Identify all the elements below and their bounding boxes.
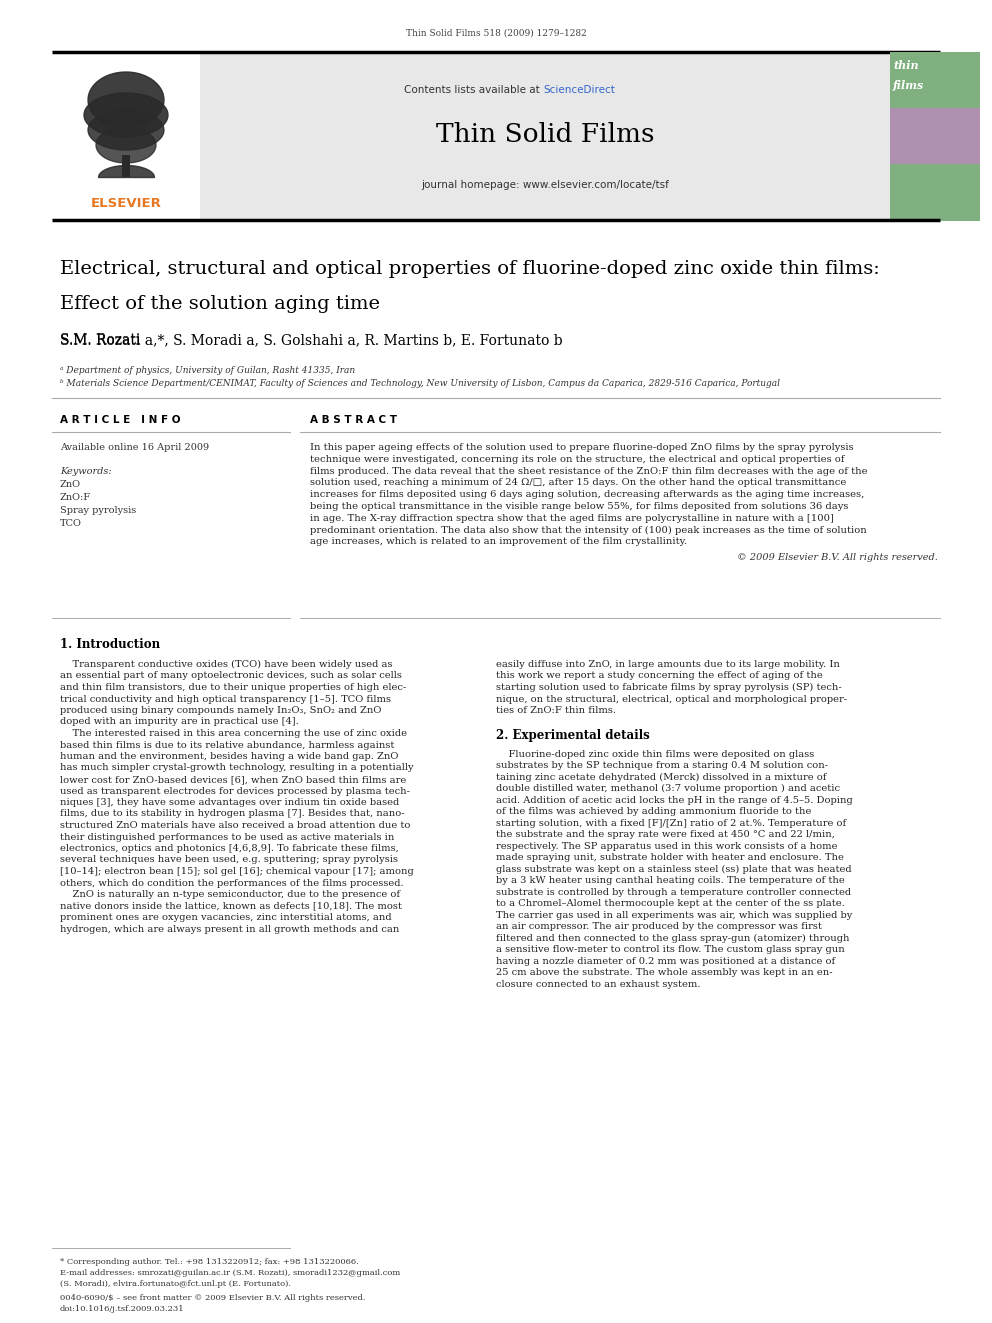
Text: Electrical, structural and optical properties of fluorine-doped zinc oxide thin : Electrical, structural and optical prope… — [60, 261, 880, 278]
Text: and thin film transistors, due to their unique properties of high elec-: and thin film transistors, due to their … — [60, 683, 407, 692]
Text: by a 3 kW heater using canthal heating coils. The temperature of the: by a 3 kW heater using canthal heating c… — [496, 876, 845, 885]
Text: ZnO: ZnO — [60, 480, 81, 490]
Text: niques [3], they have some advantages over indium tin oxide based: niques [3], they have some advantages ov… — [60, 798, 399, 807]
Text: their distinguished performances to be used as active materials in: their distinguished performances to be u… — [60, 832, 395, 841]
Text: has much simpler crystal-growth technology, resulting in a potentially: has much simpler crystal-growth technolo… — [60, 763, 414, 773]
Text: easily diffuse into ZnO, in large amounts due to its large mobility. In: easily diffuse into ZnO, in large amount… — [496, 660, 840, 669]
Text: increases for films deposited using 6 days aging solution, decreasing afterwards: increases for films deposited using 6 da… — [310, 491, 864, 499]
Bar — [200, 52, 890, 220]
Text: ELSEVIER: ELSEVIER — [90, 197, 162, 210]
Text: acid. Addition of acetic acid locks the pH in the range of 4.5–5. Doping: acid. Addition of acetic acid locks the … — [496, 795, 853, 804]
Text: 0040-6090/$ – see front matter © 2009 Elsevier B.V. All rights reserved.: 0040-6090/$ – see front matter © 2009 El… — [60, 1294, 365, 1302]
Bar — [122, 155, 130, 177]
Text: taining zinc acetate dehydrated (Merck) dissolved in a mixture of: taining zinc acetate dehydrated (Merck) … — [496, 773, 826, 782]
Text: The interested raised in this area concerning the use of zinc oxide: The interested raised in this area conce… — [60, 729, 407, 738]
Text: made spraying unit, substrate holder with heater and enclosure. The: made spraying unit, substrate holder wit… — [496, 853, 844, 863]
Text: produced using binary compounds namely In₂O₃, SnO₂ and ZnO: produced using binary compounds namely I… — [60, 706, 381, 714]
Text: substrate is controlled by through a temperature controller connected: substrate is controlled by through a tem… — [496, 888, 851, 897]
Text: starting solution used to fabricate films by spray pyrolysis (SP) tech-: starting solution used to fabricate film… — [496, 683, 842, 692]
Text: E-mail addresses: smrozati@guilan.ac.ir (S.M. Rozati), smoradi1232@gmail.com: E-mail addresses: smrozati@guilan.ac.ir … — [60, 1269, 400, 1277]
Bar — [52, 62, 200, 210]
Text: ZnO:F: ZnO:F — [60, 493, 91, 501]
Text: S.M. Rozati a,*, S. Moradi a, S. Golshahi a, R. Martins b, E. Fortunato b: S.M. Rozati a,*, S. Moradi a, S. Golshah… — [60, 333, 562, 347]
Text: nique, on the structural, electrical, optical and morphological proper-: nique, on the structural, electrical, op… — [496, 695, 847, 704]
Text: 1. Introduction: 1. Introduction — [60, 638, 160, 651]
Text: Effect of the solution aging time: Effect of the solution aging time — [60, 295, 380, 314]
Text: closure connected to an exhaust system.: closure connected to an exhaust system. — [496, 980, 700, 988]
Polygon shape — [88, 110, 164, 149]
Text: thin: thin — [893, 61, 919, 71]
Text: films, due to its stability in hydrogen plasma [7]. Besides that, nano-: films, due to its stability in hydrogen … — [60, 810, 405, 819]
Text: the substrate and the spray rate were fixed at 450 °C and 22 l/min,: the substrate and the spray rate were fi… — [496, 831, 835, 839]
Text: electronics, optics and photonics [4,6,8,9]. To fabricate these films,: electronics, optics and photonics [4,6,8… — [60, 844, 399, 853]
Text: ties of ZnO:F thin films.: ties of ZnO:F thin films. — [496, 706, 616, 714]
Text: Contents lists available at: Contents lists available at — [404, 85, 543, 95]
Text: * Corresponding author. Tel.: +98 1313220912; fax: +98 1313220066.: * Corresponding author. Tel.: +98 131322… — [60, 1258, 359, 1266]
Text: double distilled water, methanol (3:7 volume proportion ) and acetic: double distilled water, methanol (3:7 vo… — [496, 785, 840, 794]
Text: this work we report a study concerning the effect of aging of the: this work we report a study concerning t… — [496, 672, 822, 680]
Text: having a nozzle diameter of 0.2 mm was positioned at a distance of: having a nozzle diameter of 0.2 mm was p… — [496, 957, 835, 966]
Text: Transparent conductive oxides (TCO) have been widely used as: Transparent conductive oxides (TCO) have… — [60, 660, 393, 669]
Text: based thin films is due to its relative abundance, harmless against: based thin films is due to its relative … — [60, 741, 395, 750]
Text: being the optical transmittance in the visible range below 55%, for films deposi: being the optical transmittance in the v… — [310, 501, 848, 511]
Text: ᵇ Materials Science Department/CENIMAT, Faculty of Sciences and Technology, New : ᵇ Materials Science Department/CENIMAT, … — [60, 378, 780, 388]
Text: in age. The X-ray diffraction spectra show that the aged films are polycrystalli: in age. The X-ray diffraction spectra sh… — [310, 513, 834, 523]
Text: an air compressor. The air produced by the compressor was first: an air compressor. The air produced by t… — [496, 922, 822, 931]
Text: Thin Solid Films: Thin Solid Films — [435, 123, 655, 147]
Text: In this paper ageing effects of the solution used to prepare fluorine-doped ZnO : In this paper ageing effects of the solu… — [310, 443, 854, 452]
Polygon shape — [84, 93, 168, 138]
Text: © 2009 Elsevier B.V. All rights reserved.: © 2009 Elsevier B.V. All rights reserved… — [737, 553, 938, 562]
Text: films: films — [893, 79, 925, 91]
Text: Spray pyrolysis: Spray pyrolysis — [60, 505, 136, 515]
Text: a sensitive flow-meter to control its flow. The custom glass spray gun: a sensitive flow-meter to control its fl… — [496, 945, 845, 954]
Text: native donors inside the lattice, known as defects [10,18]. The most: native donors inside the lattice, known … — [60, 901, 402, 910]
Text: solution used, reaching a minimum of 24 Ω/□, after 15 days. On the other hand th: solution used, reaching a minimum of 24 … — [310, 479, 846, 487]
Text: Available online 16 April 2009: Available online 16 April 2009 — [60, 443, 209, 452]
Text: human and the environment, besides having a wide band gap. ZnO: human and the environment, besides havin… — [60, 751, 399, 761]
Polygon shape — [96, 127, 156, 163]
Text: 2. Experimental details: 2. Experimental details — [496, 729, 650, 742]
Text: respectively. The SP apparatus used in this work consists of a home: respectively. The SP apparatus used in t… — [496, 841, 837, 851]
Text: journal homepage: www.elsevier.com/locate/tsf: journal homepage: www.elsevier.com/locat… — [421, 180, 669, 191]
Text: predominant orientation. The data also show that the intensity of (100) peak inc: predominant orientation. The data also s… — [310, 525, 867, 534]
Text: lower cost for ZnO-based devices [6], when ZnO based thin films are: lower cost for ZnO-based devices [6], wh… — [60, 775, 407, 785]
Text: A R T I C L E   I N F O: A R T I C L E I N F O — [60, 415, 181, 425]
Text: Fluorine-doped zinc oxide thin films were deposited on glass: Fluorine-doped zinc oxide thin films wer… — [496, 750, 814, 758]
Text: substrates by the SP technique from a staring 0.4 M solution con-: substrates by the SP technique from a st… — [496, 761, 828, 770]
Text: age increases, which is related to an improvement of the film crystallinity.: age increases, which is related to an im… — [310, 537, 687, 546]
Text: hydrogen, which are always present in all growth methods and can: hydrogen, which are always present in al… — [60, 925, 400, 934]
Text: [10–14]; electron bean [15]; sol gel [16]; chemical vapour [17]; among: [10–14]; electron bean [15]; sol gel [16… — [60, 867, 414, 876]
Text: of the films was achieved by adding ammonium fluoride to the: of the films was achieved by adding ammo… — [496, 807, 811, 816]
Text: films produced. The data reveal that the sheet resistance of the ZnO:F thin film: films produced. The data reveal that the… — [310, 467, 868, 475]
Bar — [890, 52, 980, 108]
Text: to a Chromel–Alomel thermocouple kept at the center of the ss plate.: to a Chromel–Alomel thermocouple kept at… — [496, 900, 845, 908]
Text: ZnO is naturally an n-type semiconductor, due to the presence of: ZnO is naturally an n-type semiconductor… — [60, 890, 400, 900]
Text: glass substrate was kept on a stainless steel (ss) plate that was heated: glass substrate was kept on a stainless … — [496, 865, 851, 873]
Text: S.M. Rozati: S.M. Rozati — [60, 333, 145, 347]
Text: technique were investigated, concerning its role on the structure, the electrica: technique were investigated, concerning … — [310, 455, 844, 464]
Text: several techniques have been used, e.g. sputtering; spray pyrolysis: several techniques have been used, e.g. … — [60, 856, 398, 864]
Text: ScienceDirect: ScienceDirect — [543, 85, 615, 95]
Text: A B S T R A C T: A B S T R A C T — [310, 415, 397, 425]
Text: The carrier gas used in all experiments was air, which was supplied by: The carrier gas used in all experiments … — [496, 910, 852, 919]
Text: starting solution, with a fixed [F]/[Zn] ratio of 2 at.%. Temperature of: starting solution, with a fixed [F]/[Zn]… — [496, 819, 846, 828]
Text: prominent ones are oxygen vacancies, zinc interstitial atoms, and: prominent ones are oxygen vacancies, zin… — [60, 913, 392, 922]
Bar — [890, 108, 980, 164]
Text: doi:10.1016/j.tsf.2009.03.231: doi:10.1016/j.tsf.2009.03.231 — [60, 1304, 185, 1312]
Text: Keywords:: Keywords: — [60, 467, 112, 476]
Text: others, which do condition the performances of the films processed.: others, which do condition the performan… — [60, 878, 404, 888]
Text: (S. Moradi), elvira.fortunato@fct.unl.pt (E. Fortunato).: (S. Moradi), elvira.fortunato@fct.unl.pt… — [60, 1279, 291, 1289]
Polygon shape — [88, 71, 164, 128]
Text: TCO: TCO — [60, 519, 82, 528]
Text: an essential part of many optoelectronic devices, such as solar cells: an essential part of many optoelectronic… — [60, 672, 402, 680]
Text: doped with an impurity are in practical use [4].: doped with an impurity are in practical … — [60, 717, 299, 726]
Text: Thin Solid Films 518 (2009) 1279–1282: Thin Solid Films 518 (2009) 1279–1282 — [406, 29, 586, 37]
Text: trical conductivity and high optical transparency [1–5]. TCO films: trical conductivity and high optical tra… — [60, 695, 391, 704]
Text: ᵃ Department of physics, University of Guilan, Rasht 41335, Iran: ᵃ Department of physics, University of G… — [60, 366, 355, 374]
Text: structured ZnO materials have also received a broad attention due to: structured ZnO materials have also recei… — [60, 822, 411, 830]
Bar — [890, 164, 980, 221]
Text: used as transparent electrodes for devices processed by plasma tech-: used as transparent electrodes for devic… — [60, 786, 410, 795]
Text: 25 cm above the substrate. The whole assembly was kept in an en-: 25 cm above the substrate. The whole ass… — [496, 968, 832, 978]
Text: filtered and then connected to the glass spray-gun (atomizer) through: filtered and then connected to the glass… — [496, 934, 849, 943]
